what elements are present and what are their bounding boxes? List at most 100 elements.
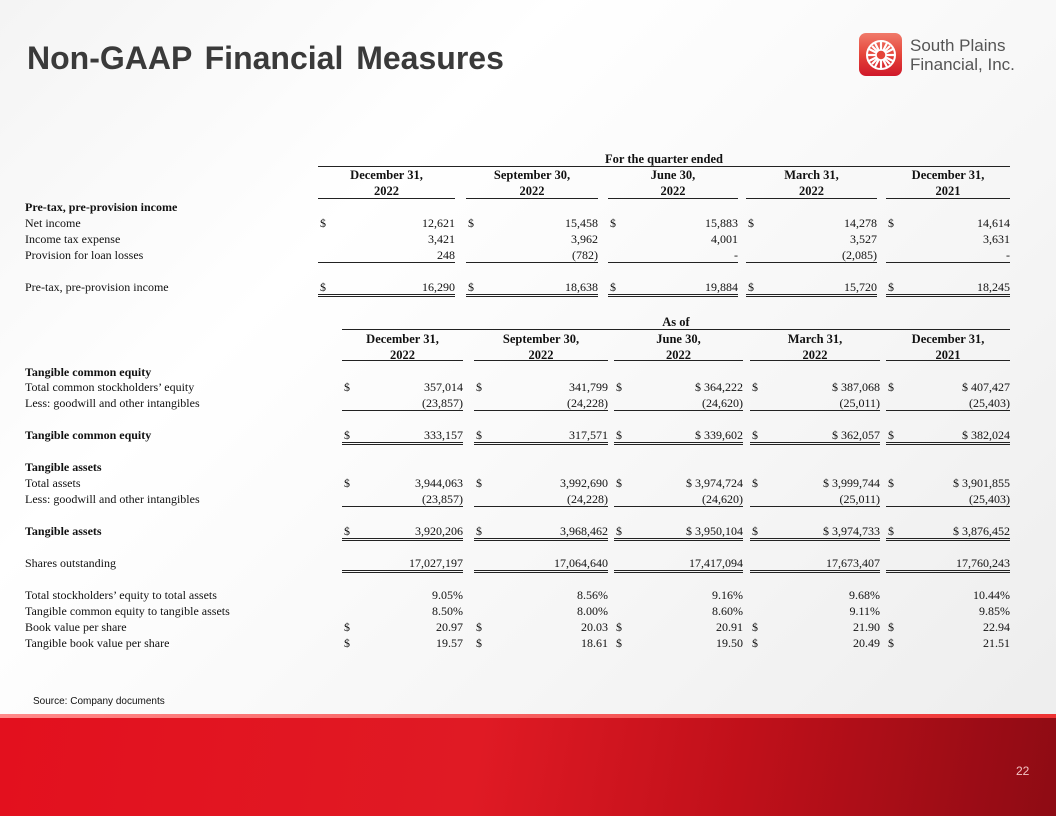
cell-value: $ 407,427 — [962, 380, 1010, 394]
dollar-sign: $ — [344, 476, 350, 490]
cell-value: (24,228) — [567, 396, 608, 410]
double-underline — [750, 570, 880, 573]
double-underline — [746, 294, 877, 297]
cell-value: 22.94 — [983, 620, 1010, 634]
caption-rule — [318, 166, 1010, 167]
double-underline — [886, 442, 1010, 445]
double-underline — [750, 538, 880, 541]
dollar-sign: $ — [888, 476, 894, 490]
cell-value: 8.56% — [577, 588, 608, 602]
cell-value: 19.57 — [436, 636, 463, 650]
dollar-sign: $ — [468, 216, 474, 230]
cell-value: (25,011) — [839, 492, 880, 506]
cell-value: 18,638 — [565, 280, 598, 294]
cell-value: $ 364,222 — [695, 380, 743, 394]
double-underline — [466, 294, 598, 297]
table-row: Total assets $3,944,063 $3,992,690 $ $ 3,974… — [0, 476, 1056, 491]
column-header: 2021 — [935, 348, 961, 362]
dollar-sign: $ — [888, 380, 894, 394]
cell-value: 9.16% — [712, 588, 743, 602]
cell-value: 4,001 — [711, 232, 738, 246]
cell-value: 3,631 — [983, 232, 1010, 246]
column-header: 2022 — [660, 184, 686, 198]
single-underline — [318, 262, 455, 263]
table-row: Tangible assets $3,920,206 $3,968,462 $ $ 3,… — [0, 524, 1056, 539]
cell-value: 18,245 — [977, 280, 1010, 294]
cell-value: 3,962 — [571, 232, 598, 246]
cell-value: 9.85% — [979, 604, 1010, 618]
cell-value: 14,614 — [977, 216, 1010, 230]
dollar-sign: $ — [748, 216, 754, 230]
cell-value: 15,720 — [844, 280, 877, 294]
single-underline — [750, 506, 880, 507]
table-row: Income tax expense 3,421 3,962 4,001 3,527 3,… — [0, 232, 1056, 247]
dollar-sign: $ — [616, 380, 622, 394]
column-header: 2021 — [935, 184, 961, 198]
dollar-sign: $ — [610, 280, 616, 294]
column-header-rule — [608, 198, 738, 199]
cell-value: $ 3,950,104 — [686, 524, 743, 538]
row-label: Total stockholders’ equity to total asse… — [25, 588, 217, 602]
logo-text-line2: Financial, Inc. — [910, 54, 1015, 74]
page-number: 22 — [1016, 764, 1030, 778]
cell-value: 357,014 — [424, 380, 463, 394]
page-title: Non-GAAP Financial Measures — [27, 40, 504, 76]
cell-value: $ 3,901,855 — [953, 476, 1010, 490]
column-header: December 31, — [350, 168, 423, 182]
column-header: March 31, — [787, 332, 843, 346]
dollar-sign: $ — [752, 380, 758, 394]
dollar-sign: $ — [344, 620, 350, 634]
table-row: Total stockholders’ equity to total asse… — [0, 588, 1056, 603]
column-header-rule — [474, 360, 608, 361]
row-label: Less: goodwill and other intangibles — [25, 492, 200, 506]
dollar-sign: $ — [888, 428, 894, 442]
single-underline — [342, 410, 463, 411]
column-header-rule — [886, 360, 1010, 361]
cell-value: 17,760,243 — [956, 556, 1010, 570]
cell-value: $ 339,602 — [695, 428, 743, 442]
cell-value: 9.11% — [849, 604, 880, 618]
cell-value: 333,157 — [424, 428, 463, 442]
double-underline — [614, 570, 743, 573]
cell-value: 3,992,690 — [560, 476, 608, 490]
column-header-rule — [746, 198, 877, 199]
dollar-sign: $ — [752, 636, 758, 650]
double-underline — [342, 442, 463, 445]
cell-value: (23,857) — [422, 492, 463, 506]
table-caption: As of — [0, 315, 1056, 330]
dollar-sign: $ — [888, 216, 894, 230]
dollar-sign: $ — [616, 620, 622, 634]
cell-value: 21.90 — [853, 620, 880, 634]
cell-value: 18.61 — [581, 636, 608, 650]
row-label: Tangible assets — [25, 524, 102, 538]
column-header-rule — [342, 360, 463, 361]
column-header-rule — [614, 360, 743, 361]
dollar-sign: $ — [476, 524, 482, 538]
dollar-sign: $ — [752, 428, 758, 442]
double-underline — [614, 442, 743, 445]
column-header: March 31, — [784, 168, 839, 182]
column-header-rule — [318, 198, 455, 199]
row-label: Total common stockholders’ equity — [25, 380, 195, 394]
company-logo: South Plains Financial, Inc. — [859, 33, 1015, 76]
row-label: Net income — [25, 216, 81, 230]
row-label: Pre-tax, pre-provision income — [25, 200, 178, 214]
column-header: 2022 — [374, 184, 399, 198]
cell-value: 8.50% — [432, 604, 463, 618]
cell-value: 17,064,640 — [554, 556, 608, 570]
single-underline — [886, 506, 1010, 507]
cell-value: 20.49 — [853, 636, 880, 650]
dollar-sign: $ — [888, 620, 894, 634]
column-header: June 30, — [650, 168, 696, 182]
cell-value: - — [1006, 248, 1010, 262]
double-underline — [474, 442, 608, 445]
dollar-sign: $ — [320, 216, 326, 230]
table-row: Less: goodwill and other intangibles (23,… — [0, 396, 1056, 411]
column-header: 2022 — [799, 184, 824, 198]
single-underline — [474, 506, 608, 507]
cell-value: 248 — [437, 248, 455, 262]
cell-value: 9.68% — [849, 588, 880, 602]
cell-value: (23,857) — [422, 396, 463, 410]
double-underline — [750, 442, 880, 445]
table-row: Total common stockholders’ equity $357,01… — [0, 380, 1056, 395]
